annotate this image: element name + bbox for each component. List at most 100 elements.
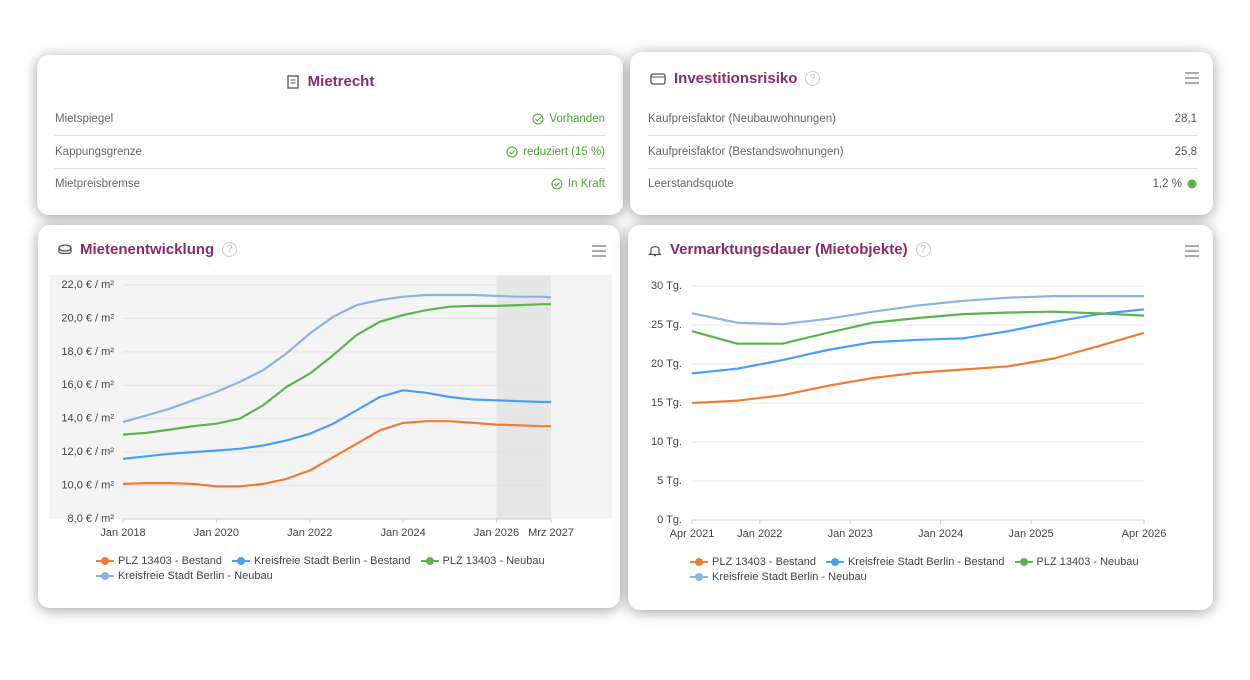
row-label: Kappungsgrenze: [55, 146, 142, 158]
x-tick-label: Mrz 2027: [528, 527, 574, 539]
chart: 0 Tg. 5 Tg. 10 Tg. 15 Tg. 20 Tg. 25 Tg. 30 Tg.…: [651, 280, 1167, 540]
y-tick-label: 0 Tg.: [657, 514, 682, 526]
y-tick-label: 12,0 € / m²: [61, 446, 114, 458]
series-line: [691, 310, 1145, 345]
y-tick-label: 14,0 € / m²: [61, 413, 114, 425]
legend-label: PLZ 13403 - Neubau: [1036, 556, 1139, 568]
check-icon: [551, 178, 563, 190]
series-line: [691, 308, 1145, 375]
row-label: Mietpreisbremse: [55, 178, 140, 190]
icon: [648, 245, 662, 256]
series-line: [691, 331, 1145, 405]
help-icon[interactable]: ?: [805, 71, 821, 86]
forecast-band: [496, 275, 551, 519]
menu-icon[interactable]: [1185, 245, 1199, 257]
row-value: 25,8: [1174, 146, 1197, 158]
row-value: 1,2 %: [1152, 178, 1182, 190]
x-tick-label: Jan 2022: [287, 527, 332, 539]
y-tick-label: 10,0 € / m²: [61, 479, 114, 491]
check-icon: [506, 146, 518, 158]
y-tick-label: 30 Tg.: [651, 280, 682, 292]
legend-swatch: [96, 572, 114, 580]
y-tick-label: 15 Tg.: [651, 397, 682, 409]
row: Kappungsgrenze reduziert (15 %): [55, 136, 605, 169]
legend-label: PLZ 13403 - Neubau: [442, 555, 545, 567]
y-tick-label: 25 Tg.: [651, 319, 682, 331]
help-icon[interactable]: ?: [222, 242, 238, 257]
y-tick-label: 8,0 € / m²: [68, 513, 115, 525]
panel-mietrecht: Mietrecht Mietspiegel Vorhanden Kappungsg…: [37, 55, 623, 215]
x-tick-label: Jan 2024: [381, 527, 426, 539]
legend: PLZ 13403 - Bestand Kreisfreie Stadt Berl…: [690, 556, 1170, 583]
status-dot: [1187, 179, 1197, 189]
legend: PLZ 13403 - Bestand Kreisfreie Stadt Berl…: [96, 555, 576, 582]
legend-swatch: [231, 557, 250, 565]
x-tick-label: Jan 2023: [828, 528, 873, 540]
x-tick-label: Jan 2024: [918, 528, 963, 540]
legend-item[interactable]: Kreisfreie Stadt Berlin - Bestand: [825, 556, 1005, 568]
row-value: Vorhanden: [549, 113, 605, 125]
panel-mietenentwicklung: Mietenentwicklung ? 8,0 € / m² 10,0 € / m…: [38, 225, 620, 608]
legend-label: Kreisfreie Stadt Berlin - Neubau: [118, 570, 273, 582]
y-tick-label: 20,0 € / m²: [61, 312, 114, 324]
legend-item[interactable]: PLZ 13403 - Neubau: [420, 555, 545, 567]
x-tick-label: Jan 2020: [194, 527, 239, 539]
series-line: [122, 293, 552, 424]
panel-vermarktungsdauer: Vermarktungsdauer (Mietobjekte) ? 0 Tg. 5…: [628, 225, 1213, 610]
row: Mietpreisbremse In Kraft: [55, 168, 605, 200]
icon: [650, 72, 666, 85]
legend-label: PLZ 13403 - Bestand: [118, 555, 222, 567]
legend-swatch: [420, 557, 439, 565]
y-tick-label: 20 Tg.: [651, 358, 682, 370]
panel-title: Investitionsrisiko: [674, 70, 798, 87]
icon: [287, 74, 299, 89]
row-value: 28,1: [1174, 113, 1197, 125]
row-label: Kaufpreisfaktor (Bestandswohnungen): [648, 146, 844, 158]
help-icon[interactable]: ?: [915, 242, 931, 257]
row: Kaufpreisfaktor (Neubauwohnungen) 28,1: [648, 103, 1197, 136]
row-label: Leerstandsquote: [648, 178, 734, 190]
y-tick-label: 10 Tg.: [651, 436, 682, 448]
series-line: [122, 389, 551, 460]
legend-item[interactable]: Kreisfreie Stadt Berlin - Neubau: [690, 571, 867, 583]
legend-label: Kreisfreie Stadt Berlin - Bestand: [253, 555, 411, 567]
series-line: [122, 420, 551, 488]
x-tick-label: Apr 2026: [1122, 528, 1167, 540]
row: Leerstandsquote 1,2 %: [648, 168, 1197, 200]
series-line: [122, 303, 551, 436]
menu-icon[interactable]: [592, 245, 606, 257]
legend-label: Kreisfreie Stadt Berlin - Neubau: [712, 571, 867, 583]
series-line: [691, 295, 1144, 326]
row-value: In Kraft: [567, 178, 605, 190]
legend-item[interactable]: PLZ 13403 - Neubau: [1014, 556, 1139, 568]
row-label: Kaufpreisfaktor (Neubauwohnungen): [648, 113, 836, 125]
panel-title: Mietenentwicklung: [80, 241, 215, 258]
x-tick-label: Jan 2025: [1008, 528, 1053, 540]
y-tick-label: 5 Tg.: [657, 475, 682, 487]
x-tick-label: Jan 2018: [100, 527, 145, 539]
legend-item[interactable]: Kreisfreie Stadt Berlin - Neubau: [96, 570, 273, 582]
menu-icon[interactable]: [1185, 72, 1199, 84]
x-tick-label: Apr 2021: [670, 528, 715, 540]
icon: [58, 243, 72, 254]
x-tick-label: Jan 2022: [737, 528, 782, 540]
panel-title: Mietrecht: [307, 73, 375, 90]
panel-investitionsrisiko: Investitionsrisiko ? Kaufpreisfaktor (Ne…: [630, 52, 1213, 215]
x-tick-label: Jan 2026: [474, 527, 519, 539]
check-icon: [532, 113, 544, 125]
legend-item[interactable]: PLZ 13403 - Bestand: [96, 555, 222, 567]
legend-label: Kreisfreie Stadt Berlin - Bestand: [847, 556, 1005, 568]
y-tick-label: 22,0 € / m²: [61, 279, 114, 291]
row: Mietspiegel Vorhanden: [55, 103, 605, 136]
legend-item[interactable]: Kreisfreie Stadt Berlin - Bestand: [231, 555, 411, 567]
row-value: reduziert (15 %): [523, 146, 605, 158]
chart: 8,0 € / m² 10,0 € / m² 12,0 € / m² 14,0 € /…: [50, 275, 612, 539]
row: Kaufpreisfaktor (Bestandswohnungen) 25,8: [648, 136, 1197, 169]
legend-swatch: [825, 558, 844, 566]
legend-swatch: [1014, 558, 1033, 566]
legend-item[interactable]: PLZ 13403 - Bestand: [690, 556, 816, 568]
legend-label: PLZ 13403 - Bestand: [712, 556, 816, 568]
legend-swatch: [690, 573, 708, 581]
y-tick-label: 16,0 € / m²: [61, 379, 114, 391]
